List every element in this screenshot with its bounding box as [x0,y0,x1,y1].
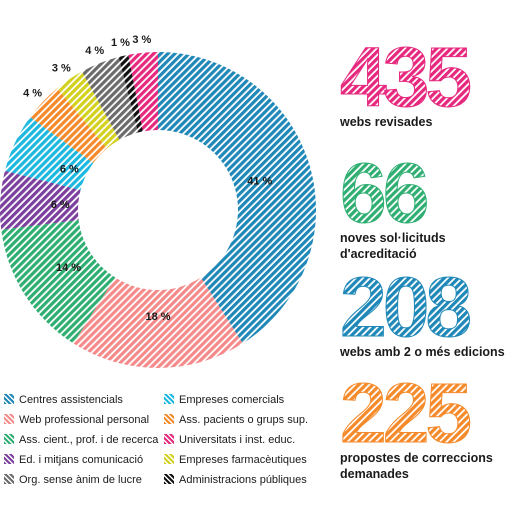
legend-label: Ass. pacients o grups sup. [179,414,309,426]
legend-label: Web professional personal [19,414,150,426]
stat-propostes-correccions: 225 propostes de correccions demanades [340,380,520,482]
stat-label: webs revisades [340,115,433,129]
legend-swatch [164,394,174,404]
stat-number-text: 66 [340,160,427,228]
slice-value-label: 4 % [85,45,104,57]
legend-swatch [4,454,14,464]
donut-chart: 41 %18 %14 %6 %6 %4 %3 %4 %1 % 3 % [0,34,316,368]
slice-value-label: 6 % [51,199,70,211]
legend-label: Universitats i inst. educ. [179,434,296,446]
legend-item: Ass. cient., prof. i de recerca [4,434,158,447]
legend-label: Ass. cient., prof. i de recerca [19,434,159,446]
legend-label: Administracions públiques [179,474,307,486]
legend-swatch [164,414,174,424]
slice-value-label: 14 % [56,262,81,274]
donut-slice-2 [1,220,116,344]
stat-noves-sollicituds: 66 noves sol·licituds d'acreditació [340,160,520,262]
legend-label: Empreses comercials [179,394,285,406]
stat-number-435: 435 [340,44,475,112]
slice-value-label: 3 % [52,63,71,75]
donut-slice-5 [30,88,108,163]
legend-swatch [164,474,174,484]
stat-number-66: 66 [340,160,431,228]
legend-swatch [4,414,14,424]
legend-swatch [4,474,14,484]
legend-item: Org. sense ànim de lucre [4,474,142,487]
stat-label: webs amb 2 o més edicions [340,345,505,359]
slice-value-label: 18 % [145,311,170,323]
slice-value-label: 3 % [132,34,151,46]
stat-label: propostes de correccions demanades [340,451,493,481]
donut-slice-1 [73,277,243,368]
legend-item: Centres assistencials [4,394,123,407]
legend-label: Centres assistencials [19,394,123,406]
legend-item: Empreses comercials [164,394,284,407]
stat-webs-revisades: 435 webs revisades [340,44,520,130]
stat-number-225: 225 [340,380,475,448]
slice-value-label: 4 % [23,87,42,99]
legend-swatch [4,434,14,444]
stat-label: noves sol·licituds d'acreditació [340,231,446,261]
legend-label: Empreses farmacèutiques [179,454,307,466]
legend-item: Ed. i mitjans comunicació [4,454,143,467]
stat-number-208: 208 [340,274,475,342]
legend-item: Empreses farmacèutiques [164,454,307,467]
slice-value-label: 1 % [111,37,130,49]
legend-label: Org. sense ànim de lucre [19,474,142,486]
legend-label: Ed. i mitjans comunicació [19,454,144,466]
donut-slice-7 [81,56,139,140]
legend-item: Ass. pacients o grups sup. [164,414,308,427]
legend-item: Administracions públiques [164,474,307,487]
donut-slice-6 [57,71,120,149]
slice-value-label: 41 % [247,175,272,187]
stat-number-text: 435 [340,44,470,112]
legend-swatch [164,434,174,444]
slice-value-label: 6 % [60,163,79,175]
stat-number-text: 225 [340,380,470,448]
legend-swatch [4,394,14,404]
donut-slice-9 [128,52,158,132]
donut-slice-8 [118,54,144,133]
donut-slice-3 [0,170,81,230]
donut-slice-0 [158,52,316,344]
legend-item: Web professional personal [4,414,149,427]
stat-webs-edicions: 208 webs amb 2 o més edicions [340,274,520,360]
stat-number-text: 208 [340,274,470,342]
legend-swatch [164,454,174,464]
legend-item: Universitats i inst. educ. [164,434,295,447]
donut-slice-4 [4,117,94,191]
